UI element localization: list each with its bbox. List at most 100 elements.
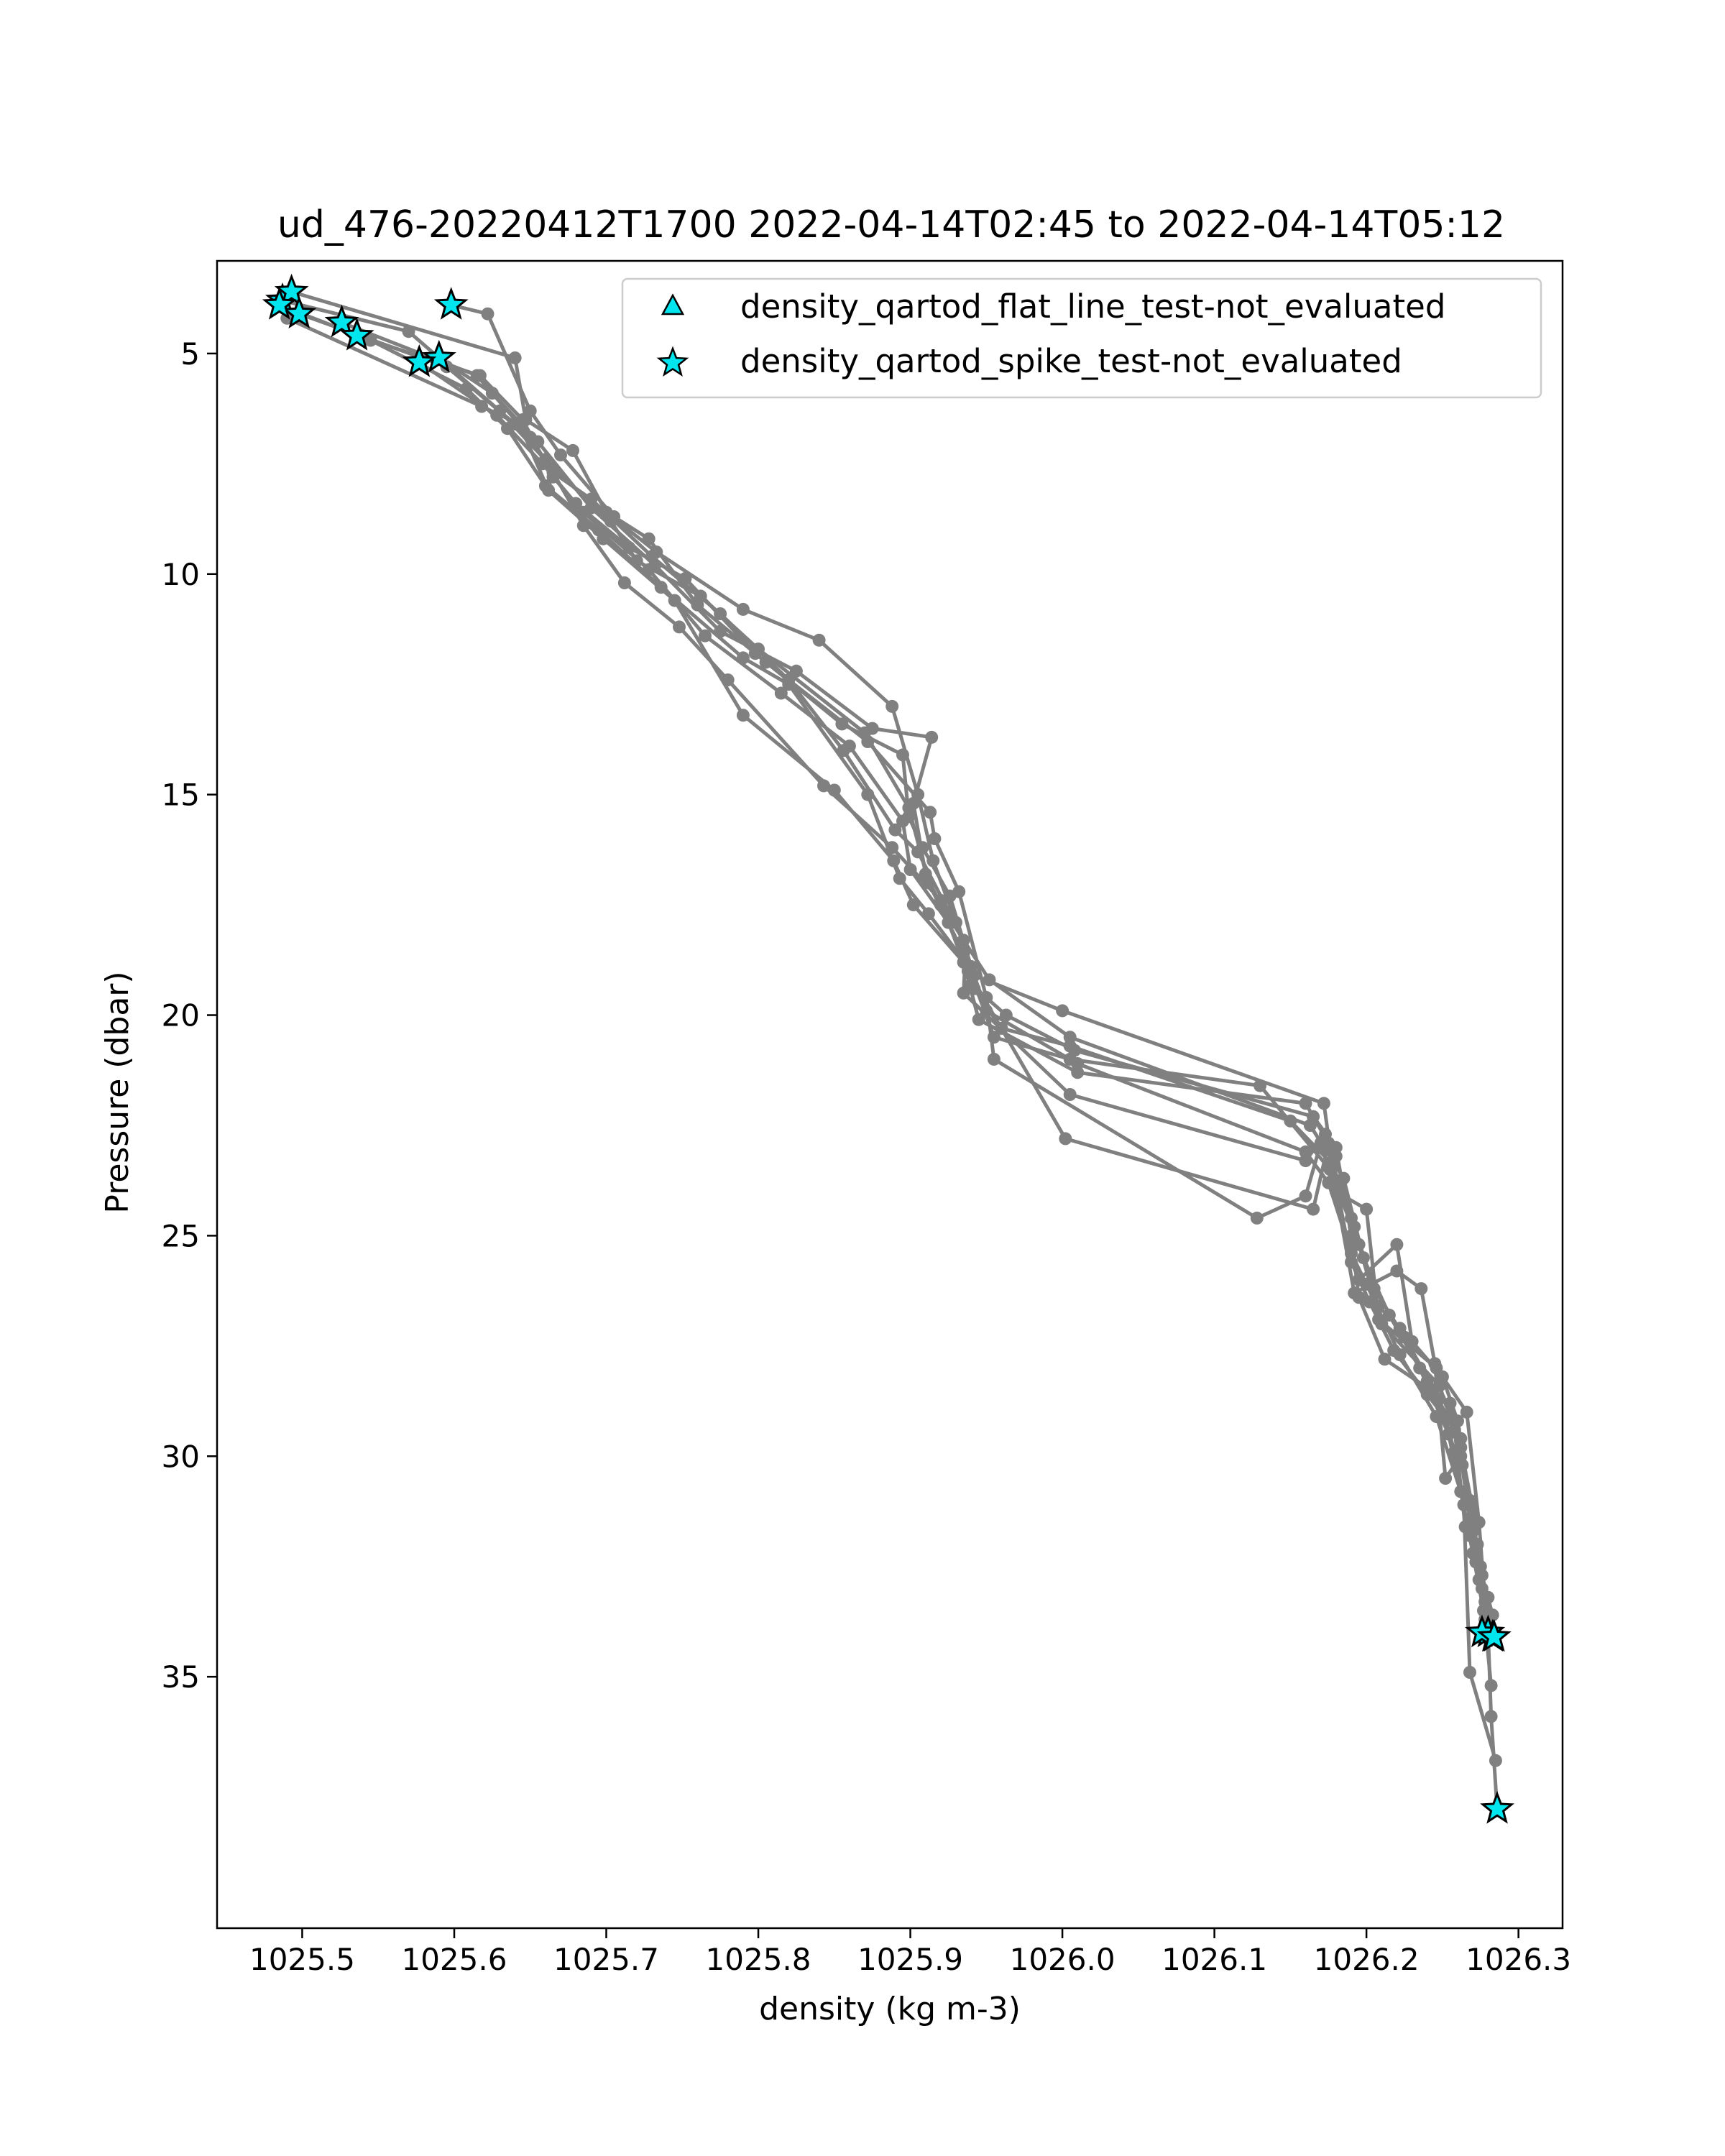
y-tick-label: 5 bbox=[180, 336, 200, 372]
profile-line bbox=[341, 321, 1494, 1686]
data-point bbox=[1484, 1710, 1498, 1723]
data-point bbox=[1303, 1119, 1317, 1132]
data-point bbox=[1056, 1004, 1070, 1018]
data-point bbox=[584, 492, 598, 506]
x-tick-label: 1026.0 bbox=[1010, 1942, 1116, 1977]
data-point bbox=[1477, 1604, 1490, 1618]
x-tick-label: 1025.5 bbox=[249, 1942, 355, 1977]
data-point bbox=[906, 796, 920, 810]
data-point bbox=[1463, 1666, 1476, 1679]
y-tick-label: 15 bbox=[162, 778, 200, 813]
spike-test-star-marker bbox=[421, 339, 456, 373]
data-point bbox=[1059, 1132, 1072, 1146]
data-point bbox=[1063, 1088, 1077, 1101]
data-point bbox=[942, 916, 955, 929]
data-point bbox=[490, 408, 504, 422]
data-point bbox=[1250, 1211, 1264, 1225]
data-point bbox=[597, 532, 610, 545]
data-point bbox=[1299, 1097, 1312, 1110]
data-point bbox=[622, 540, 636, 554]
data-point bbox=[774, 686, 788, 700]
data-point bbox=[1489, 1754, 1502, 1767]
x-tick-label: 1026.3 bbox=[1466, 1942, 1571, 1977]
data-point bbox=[1360, 1277, 1374, 1291]
data-point bbox=[508, 351, 522, 364]
spike-test-star-marker bbox=[274, 273, 309, 307]
data-point bbox=[736, 602, 750, 616]
data-point bbox=[1345, 1247, 1358, 1260]
data-point bbox=[607, 510, 621, 523]
data-point bbox=[1063, 1031, 1077, 1044]
data-point bbox=[1390, 1264, 1404, 1278]
y-tick-label: 10 bbox=[162, 557, 200, 592]
data-point bbox=[827, 783, 841, 797]
data-point bbox=[554, 448, 567, 462]
data-point bbox=[886, 699, 899, 713]
data-point bbox=[896, 748, 909, 762]
data-point bbox=[928, 832, 942, 845]
data-point bbox=[1484, 1679, 1498, 1692]
data-point bbox=[1322, 1176, 1335, 1189]
x-tick-label: 1025.8 bbox=[706, 1942, 811, 1977]
data-point bbox=[842, 740, 856, 753]
data-point bbox=[812, 633, 826, 647]
spike-test-star-marker bbox=[262, 287, 297, 320]
data-point bbox=[943, 889, 957, 903]
data-point bbox=[1454, 1432, 1468, 1445]
data-point bbox=[906, 898, 920, 912]
data-point bbox=[1428, 1357, 1442, 1370]
plot-area bbox=[262, 273, 1514, 1824]
data-point bbox=[516, 413, 530, 426]
data-point bbox=[887, 854, 901, 867]
data-point bbox=[995, 1021, 1008, 1035]
data-point bbox=[888, 823, 902, 837]
data-point bbox=[1390, 1238, 1404, 1251]
data-point bbox=[1071, 1057, 1085, 1070]
data-point bbox=[965, 960, 978, 973]
data-point bbox=[535, 457, 549, 471]
data-point bbox=[1439, 1472, 1453, 1485]
legend-box bbox=[621, 277, 1542, 399]
legend-label-spike: density_qartod_spike_test-not_evaluated bbox=[740, 342, 1402, 380]
spike-test-star-marker bbox=[402, 344, 437, 377]
x-tick-label: 1026.2 bbox=[1314, 1942, 1420, 1977]
chart-title: ud_476-20220412T1700 2022-04-14T02:45 to… bbox=[277, 203, 1505, 247]
spike-test-star-marker bbox=[1476, 1618, 1512, 1652]
data-point bbox=[1326, 1158, 1340, 1172]
data-point bbox=[1348, 1286, 1361, 1300]
data-point bbox=[617, 576, 631, 589]
data-point bbox=[902, 810, 916, 824]
profile-line bbox=[451, 303, 1483, 1567]
data-point bbox=[1317, 1097, 1330, 1110]
data-point bbox=[673, 620, 686, 634]
legend-label-flat-line: density_qartod_flat_line_test-not_evalua… bbox=[740, 287, 1445, 326]
data-point bbox=[835, 717, 849, 731]
data-point bbox=[678, 571, 692, 585]
data-point bbox=[1466, 1547, 1480, 1560]
axes-frame bbox=[216, 259, 1564, 1930]
profile-line bbox=[418, 361, 1486, 1611]
data-point bbox=[983, 973, 996, 987]
data-point bbox=[1460, 1405, 1473, 1419]
y-tick-label: 35 bbox=[162, 1659, 200, 1695]
spike-test-star-marker bbox=[282, 295, 317, 328]
legend: density_qartod_flat_line_test-not_evalua… bbox=[621, 277, 1542, 399]
data-point bbox=[1420, 1374, 1434, 1388]
data-point bbox=[542, 484, 556, 497]
data-point bbox=[1345, 1211, 1358, 1225]
data-point bbox=[925, 730, 939, 744]
y-tick-label: 20 bbox=[162, 998, 200, 1033]
data-point bbox=[972, 1013, 985, 1026]
axis-ticks: 1025.5 1025.6 1025.7 1025.8 1025.9 1026.0 1026… bbox=[162, 336, 1572, 1977]
legend-star-icon bbox=[656, 346, 689, 377]
spike-test-markers bbox=[262, 273, 1514, 1824]
data-point bbox=[1454, 1485, 1468, 1498]
y-axis-label: Pressure (dbar) bbox=[99, 971, 136, 1213]
data-point bbox=[924, 806, 937, 819]
spike-test-star-marker bbox=[339, 318, 374, 351]
data-point bbox=[642, 563, 656, 576]
data-point bbox=[1435, 1370, 1449, 1383]
data-point bbox=[642, 532, 656, 545]
spike-test-star-marker bbox=[324, 304, 359, 338]
